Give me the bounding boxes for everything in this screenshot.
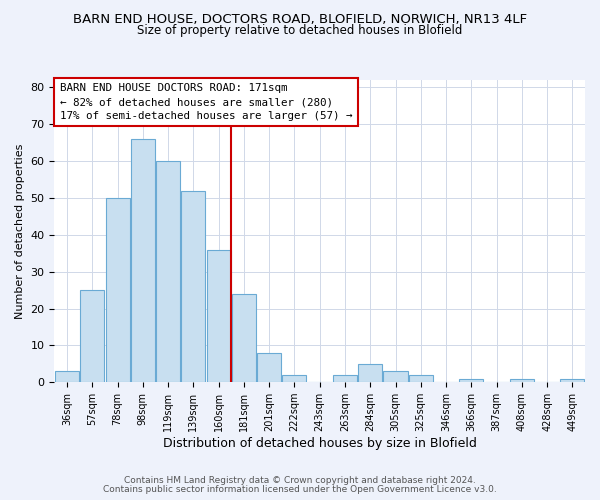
Bar bbox=[383, 371, 407, 382]
Bar bbox=[560, 378, 584, 382]
Text: Contains HM Land Registry data © Crown copyright and database right 2024.: Contains HM Land Registry data © Crown c… bbox=[124, 476, 476, 485]
Bar bbox=[333, 375, 357, 382]
Y-axis label: Number of detached properties: Number of detached properties bbox=[15, 144, 25, 319]
Bar bbox=[459, 378, 484, 382]
X-axis label: Distribution of detached houses by size in Blofield: Distribution of detached houses by size … bbox=[163, 437, 476, 450]
Bar bbox=[232, 294, 256, 382]
Bar bbox=[206, 250, 230, 382]
Text: BARN END HOUSE, DOCTORS ROAD, BLOFIELD, NORWICH, NR13 4LF: BARN END HOUSE, DOCTORS ROAD, BLOFIELD, … bbox=[73, 12, 527, 26]
Bar bbox=[181, 190, 205, 382]
Bar bbox=[510, 378, 534, 382]
Bar bbox=[80, 290, 104, 382]
Bar bbox=[358, 364, 382, 382]
Bar bbox=[131, 139, 155, 382]
Text: BARN END HOUSE DOCTORS ROAD: 171sqm
← 82% of detached houses are smaller (280)
1: BARN END HOUSE DOCTORS ROAD: 171sqm ← 82… bbox=[60, 83, 352, 121]
Bar bbox=[409, 375, 433, 382]
Bar bbox=[283, 375, 307, 382]
Bar bbox=[106, 198, 130, 382]
Text: Contains public sector information licensed under the Open Government Licence v3: Contains public sector information licen… bbox=[103, 484, 497, 494]
Bar bbox=[55, 371, 79, 382]
Text: Size of property relative to detached houses in Blofield: Size of property relative to detached ho… bbox=[137, 24, 463, 37]
Bar bbox=[257, 352, 281, 382]
Bar bbox=[156, 161, 180, 382]
